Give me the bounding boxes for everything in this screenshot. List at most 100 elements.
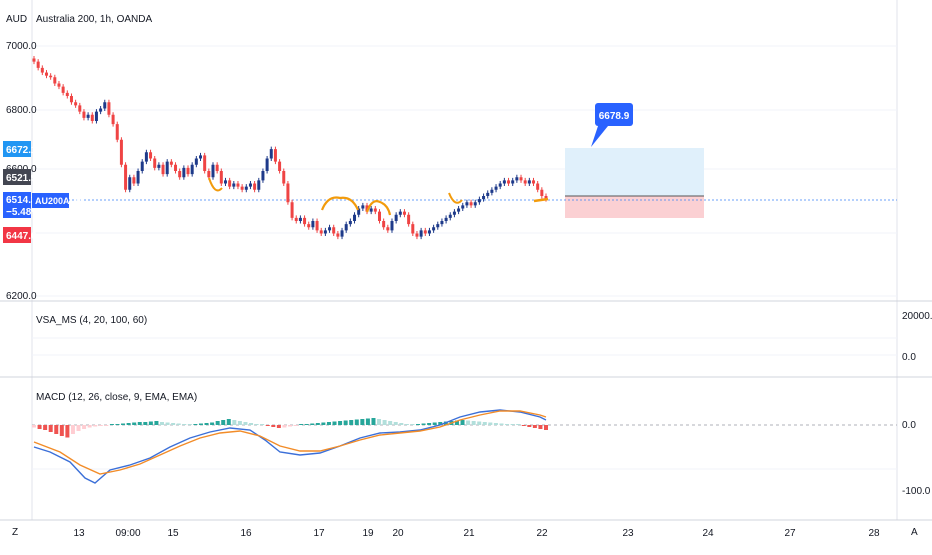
- candle-body: [419, 230, 423, 237]
- histogram-bar: [115, 424, 120, 425]
- time-tick-0: 13: [73, 528, 85, 539]
- candle-body: [128, 177, 132, 190]
- zoom-toggle-button[interactable]: Z: [12, 527, 19, 538]
- stop-zone[interactable]: [565, 196, 704, 218]
- histogram-bar: [187, 424, 192, 425]
- candle-body: [519, 177, 523, 181]
- histogram-bar: [332, 421, 337, 425]
- annotation-arc-1: [208, 177, 223, 192]
- candle-body: [382, 221, 386, 228]
- candle-body: [124, 164, 128, 190]
- target-callout[interactable]: 6678.9: [591, 103, 633, 147]
- candle-body: [440, 221, 444, 225]
- histogram-bar: [176, 423, 181, 425]
- target-zone[interactable]: [565, 148, 704, 196]
- histogram-bar: [76, 425, 81, 431]
- histogram-bar: [377, 419, 382, 425]
- histogram-bar: [427, 423, 432, 425]
- histogram-bar: [98, 425, 103, 426]
- histogram-bar: [371, 418, 376, 425]
- candle-body: [153, 158, 157, 168]
- macd-histogram: [32, 418, 548, 438]
- candle-body: [369, 208, 373, 212]
- annotation-drawings[interactable]: [208, 177, 549, 216]
- histogram-bar: [466, 420, 471, 425]
- candle-body: [248, 183, 252, 187]
- candle-body: [207, 171, 211, 178]
- annotation-arc-2: [320, 196, 360, 211]
- candle-body: [32, 58, 36, 62]
- currency-label: AUD: [6, 14, 27, 25]
- vsa-tick-20000: 20000.0: [902, 311, 932, 322]
- histogram-bar: [399, 423, 404, 425]
- candle-body: [398, 211, 402, 215]
- candle-body: [253, 183, 257, 190]
- candle-body: [94, 111, 98, 121]
- histogram-bar: [538, 425, 543, 429]
- candle-body: [402, 211, 406, 215]
- histogram-bar: [182, 424, 187, 425]
- histogram-bar: [510, 424, 515, 425]
- candle-body: [90, 114, 94, 121]
- candle-body: [323, 230, 327, 234]
- histogram-bar: [171, 423, 176, 425]
- candle-body: [377, 211, 381, 221]
- candle-body: [540, 189, 544, 196]
- candle-body: [365, 205, 369, 212]
- candle-body: [278, 161, 282, 171]
- histogram-bar: [360, 419, 365, 425]
- candle-body: [182, 167, 186, 178]
- candle-body: [390, 221, 394, 231]
- candle-body: [223, 180, 227, 184]
- candle-body: [265, 158, 269, 171]
- candle-body: [298, 217, 302, 221]
- candle-body: [165, 161, 169, 175]
- histogram-bar: [421, 423, 426, 425]
- vsa-title: VSA_MS (4, 20, 100, 60): [36, 315, 147, 326]
- histogram-bar: [477, 421, 482, 425]
- candle-body: [240, 186, 244, 190]
- time-axis: 13 09:00 15 16 17 19 20 21 22 23 24 27 28: [73, 528, 880, 539]
- auto-scale-button[interactable]: A: [911, 527, 918, 538]
- histogram-bar: [416, 424, 420, 425]
- histogram-bar: [265, 425, 270, 426]
- macd-tick-100: -100.0: [902, 486, 931, 497]
- candle-body: [444, 217, 448, 221]
- histogram-bar: [70, 425, 75, 434]
- candle-body: [386, 227, 390, 231]
- histogram-bar: [505, 424, 510, 425]
- candle-body: [232, 183, 236, 187]
- histogram-bar: [221, 420, 226, 425]
- candle-body: [132, 177, 136, 184]
- candle-body: [236, 183, 240, 187]
- candle-body: [82, 111, 86, 118]
- candle-body: [315, 221, 319, 231]
- candle-body: [344, 224, 348, 231]
- histogram-bar: [404, 424, 409, 425]
- candle-body: [423, 230, 427, 234]
- candle-body: [219, 171, 223, 184]
- histogram-bar: [204, 423, 209, 425]
- candle-body: [486, 192, 490, 196]
- histogram-bar: [527, 425, 532, 427]
- histogram-bar: [215, 421, 220, 425]
- candle-body: [523, 180, 527, 184]
- candle-body: [261, 171, 265, 181]
- histogram-bar: [87, 425, 92, 428]
- candle-body: [336, 233, 340, 237]
- histogram-bar: [293, 425, 298, 426]
- price-badges: 6672.1 6521.9 6514.3 −5.48% AU200AUD 644…: [3, 141, 83, 243]
- candle-body: [61, 86, 65, 93]
- candle-body: [228, 180, 232, 187]
- histogram-bar: [137, 422, 142, 425]
- histogram-bar: [32, 425, 36, 428]
- time-tick-9: 23: [622, 528, 634, 539]
- signal-line: [33, 410, 547, 475]
- candle-body: [286, 183, 290, 203]
- histogram-bar: [315, 423, 320, 425]
- candle-body: [511, 180, 515, 184]
- histogram-bar: [232, 420, 237, 425]
- symbol-badge: [32, 193, 69, 208]
